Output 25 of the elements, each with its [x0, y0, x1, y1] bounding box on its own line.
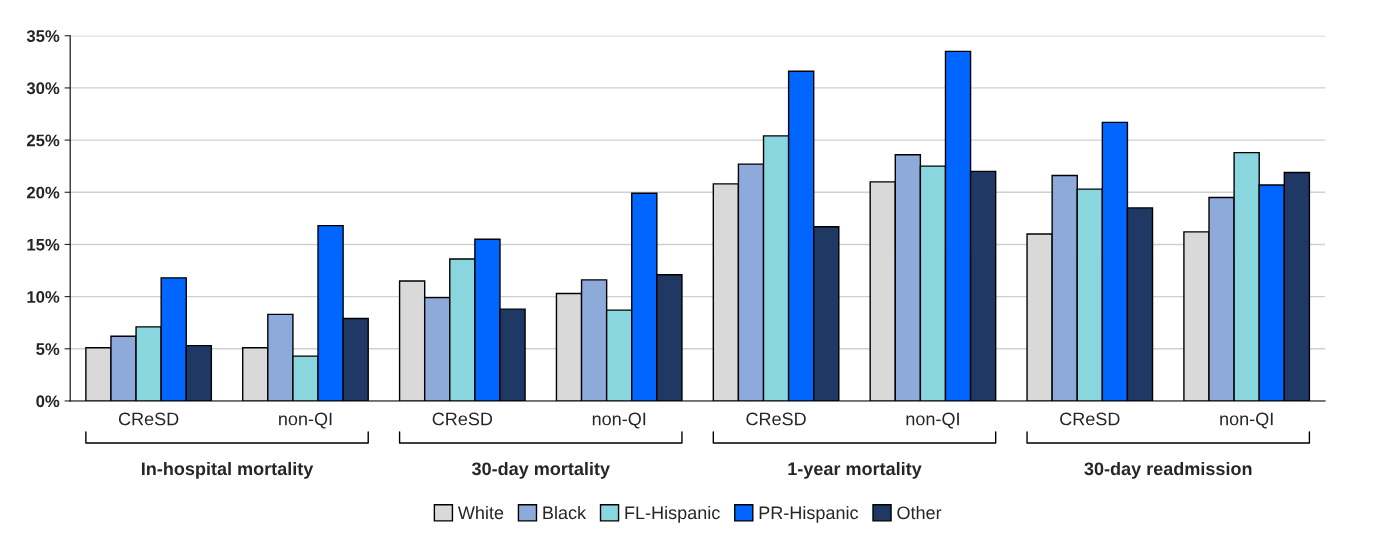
y-tick-label: 15% [27, 238, 60, 251]
x-tick-label: CReSD [1060, 412, 1120, 426]
text: 30-day readmission [1084, 461, 1252, 479]
y-tick-label: 0% [36, 395, 60, 408]
x-tick-label: CReSD [746, 412, 806, 426]
text: 30-day mortality [471, 461, 610, 479]
x-tick-label: non-QI [906, 412, 959, 429]
text: 1-year mortality [788, 461, 922, 479]
legend-label: White [457, 505, 504, 520]
x-tick-label: non-QI [279, 412, 332, 429]
legend-label: FL-Hispanic [625, 505, 720, 523]
legend-label: Other [897, 505, 942, 520]
text: In-hospital mortality [141, 461, 314, 479]
x-tick-label: CReSD [432, 412, 493, 426]
y-tick-label: 30% [26, 82, 60, 95]
y-tick-label: 25% [26, 134, 60, 147]
x-tick-label: CReSD [118, 412, 179, 426]
legend-label: PR-Hispanic [759, 505, 859, 523]
legend-label: Black [543, 505, 587, 520]
x-tick-label: non-QI [1220, 412, 1273, 429]
x-tick-label: non-QI [592, 412, 646, 429]
y-tick-label: 35% [26, 30, 60, 42]
y-tick-label: 10% [27, 291, 60, 303]
y-tick-label: 5% [36, 343, 60, 355]
y-tick-label: 20% [26, 186, 60, 199]
